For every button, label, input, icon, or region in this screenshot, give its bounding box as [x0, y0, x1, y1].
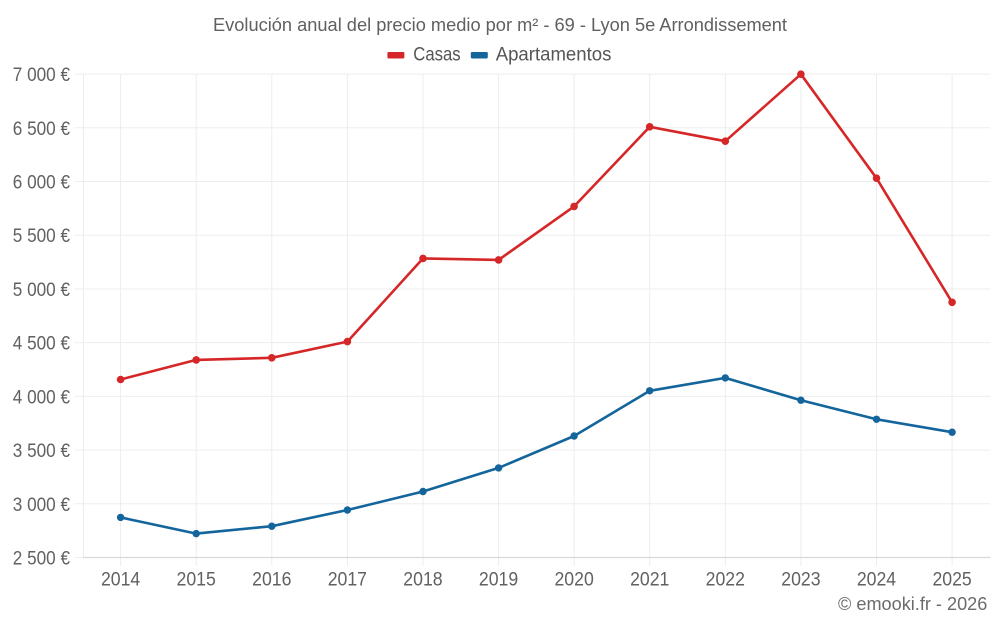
- svg-text:2025: 2025: [932, 570, 971, 591]
- svg-text:2022: 2022: [706, 570, 745, 591]
- svg-text:2024: 2024: [857, 570, 897, 591]
- svg-text:2019: 2019: [479, 570, 518, 591]
- svg-text:2017: 2017: [328, 570, 367, 591]
- svg-text:3 000 €: 3 000 €: [13, 495, 71, 516]
- svg-text:2016: 2016: [252, 570, 291, 591]
- svg-text:4 000 €: 4 000 €: [13, 387, 71, 408]
- svg-text:Evolución anual del precio med: Evolución anual del precio medio por m² …: [213, 15, 787, 35]
- svg-text:© emooki.fr - 2026: © emooki.fr - 2026: [838, 593, 987, 614]
- svg-text:6 000 €: 6 000 €: [13, 173, 71, 194]
- svg-text:4 500 €: 4 500 €: [13, 334, 71, 355]
- svg-text:2015: 2015: [177, 570, 216, 591]
- svg-text:2021: 2021: [630, 570, 669, 591]
- svg-text:2018: 2018: [403, 570, 442, 591]
- svg-text:3 500 €: 3 500 €: [13, 441, 71, 462]
- svg-text:Apartamentos: Apartamentos: [496, 45, 612, 66]
- svg-text:7 000 €: 7 000 €: [13, 65, 71, 86]
- svg-text:2 500 €: 2 500 €: [13, 548, 71, 569]
- svg-text:5 000 €: 5 000 €: [13, 280, 71, 301]
- svg-text:Casas: Casas: [413, 45, 460, 66]
- svg-text:2014: 2014: [101, 570, 141, 591]
- svg-text:2023: 2023: [781, 570, 820, 591]
- svg-text:2020: 2020: [554, 570, 593, 591]
- svg-text:5 500 €: 5 500 €: [13, 226, 71, 247]
- svg-text:6 500 €: 6 500 €: [13, 119, 71, 140]
